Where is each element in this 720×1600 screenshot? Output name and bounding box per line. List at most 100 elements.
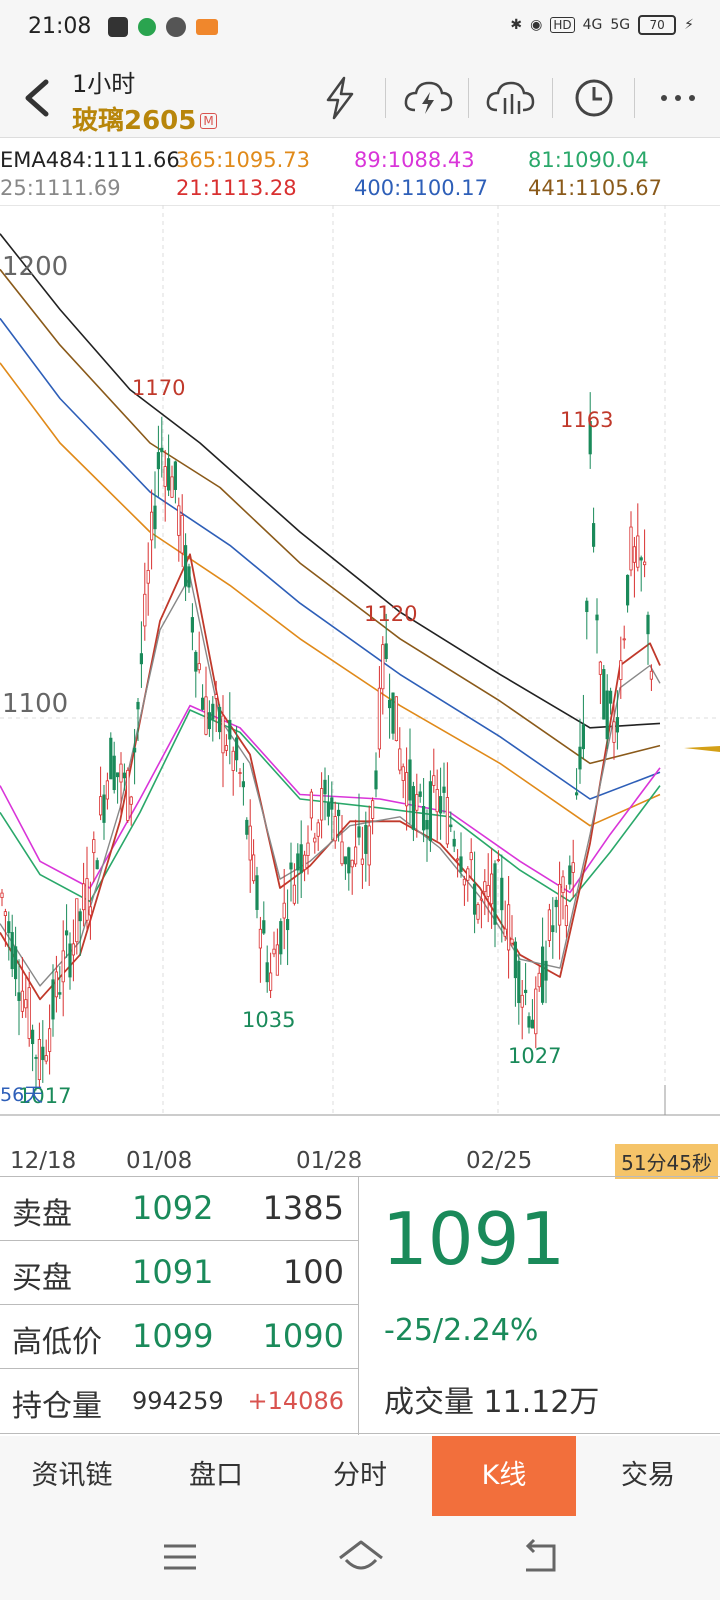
ema-400-line	[0, 317, 661, 800]
status-time: 21:08	[28, 14, 92, 39]
back-nav-icon[interactable]	[520, 1538, 562, 1576]
period-label[interactable]: 1小时	[72, 70, 136, 98]
candle-body	[646, 614, 650, 635]
flash-order-button[interactable]	[312, 72, 368, 124]
candle	[649, 664, 654, 691]
annotation-1120: 1120	[364, 602, 417, 626]
candle-body	[129, 796, 133, 805]
price-change: -25/2.24%	[384, 1313, 539, 1348]
ema-legend-item-row2-2: 400:1100.17	[354, 176, 488, 200]
candle-body	[384, 643, 388, 660]
candle	[248, 799, 252, 893]
candle	[639, 555, 643, 592]
candle-body	[292, 884, 297, 904]
candle-body	[605, 690, 609, 740]
home-icon[interactable]	[336, 1538, 386, 1576]
candle-body	[592, 523, 596, 547]
candle	[381, 636, 385, 715]
candle	[129, 795, 133, 826]
candle	[408, 728, 412, 824]
candle	[455, 849, 460, 878]
candle	[166, 434, 171, 497]
candle	[598, 660, 603, 705]
candle	[500, 854, 504, 943]
tab-4[interactable]: 交易	[621, 1460, 675, 1491]
candle	[506, 875, 511, 979]
candle	[71, 919, 75, 982]
candle-body	[313, 837, 317, 843]
candle	[177, 497, 181, 562]
ema-legend-item-row1-0: EMA484:1111.66	[0, 148, 180, 172]
candle	[95, 857, 99, 870]
candle	[143, 562, 147, 641]
candle-body	[336, 809, 341, 817]
bid-label: 买盘	[12, 1261, 72, 1296]
ema-legend-item-row2-3: 441:1105.67	[528, 176, 662, 200]
candle-body	[306, 842, 310, 856]
candle	[48, 1004, 52, 1075]
candle-body	[629, 526, 633, 571]
candle-body	[289, 862, 293, 870]
candle-body	[95, 860, 99, 870]
candle	[289, 842, 293, 902]
candle	[30, 1024, 35, 1072]
bid-row[interactable]: 买盘 1091 100	[0, 1241, 358, 1305]
candle	[119, 752, 123, 816]
candle-body	[109, 737, 113, 780]
candle	[347, 846, 351, 891]
candle	[170, 465, 174, 499]
candle-body	[612, 721, 616, 743]
ema-484-line	[0, 233, 661, 729]
candle	[581, 694, 586, 760]
ema-legend-row-1[interactable]: EMA484:1111.66 365:1095.73 89:1088.43 81:10…	[0, 148, 720, 174]
candle	[343, 856, 348, 880]
ema-legend-item-row2-0: 25:1111.69	[0, 176, 121, 200]
candle-body	[326, 802, 331, 817]
candle-body	[255, 875, 259, 910]
cloud-chart-button[interactable]	[482, 72, 538, 124]
candle	[194, 650, 198, 698]
hd-icon: HD	[550, 17, 575, 33]
candle	[575, 768, 579, 800]
cloud-alert-button[interactable]	[400, 72, 456, 124]
back-arrow-icon[interactable]	[18, 76, 58, 120]
candle	[445, 762, 450, 849]
candle	[377, 666, 382, 758]
history-button[interactable]	[566, 72, 622, 124]
tab-0[interactable]: 资讯链	[31, 1460, 113, 1491]
candle	[24, 975, 28, 1018]
location-icon: ◉	[530, 17, 543, 33]
candle-body	[92, 839, 96, 854]
candle	[486, 853, 490, 923]
candle-body	[445, 797, 450, 845]
candle	[622, 625, 626, 649]
candle	[561, 870, 565, 920]
candle	[374, 752, 378, 798]
candle-body	[520, 994, 524, 1008]
candle	[554, 896, 558, 933]
more-button[interactable]	[650, 72, 706, 124]
candle-body	[248, 825, 252, 861]
candle	[592, 507, 596, 553]
candle-body	[173, 461, 177, 490]
candle-body	[319, 788, 324, 821]
tab-3[interactable]: K线	[432, 1436, 576, 1516]
candle-body	[598, 661, 603, 675]
candle-body	[200, 697, 205, 710]
candle	[0, 889, 4, 907]
candle	[214, 680, 218, 733]
candle	[619, 636, 623, 699]
app-header: 1小时 玻璃2605 M	[0, 58, 720, 138]
tab-1[interactable]: 盘口	[189, 1460, 243, 1491]
tab-2[interactable]: 分时	[333, 1460, 387, 1491]
symbol-title[interactable]: 玻璃2605 M	[72, 100, 217, 137]
ema-legend-row-2[interactable]: 25:1111.69 21:1113.28 400:1100.17 441:1105.…	[0, 176, 720, 202]
candle	[190, 603, 194, 651]
candle	[476, 902, 480, 924]
candle	[316, 819, 320, 851]
menu-icon[interactable]	[160, 1540, 200, 1574]
ask-row[interactable]: 卖盘 1092 1385	[0, 1177, 358, 1241]
candle	[333, 801, 337, 849]
candle-body	[374, 770, 378, 790]
